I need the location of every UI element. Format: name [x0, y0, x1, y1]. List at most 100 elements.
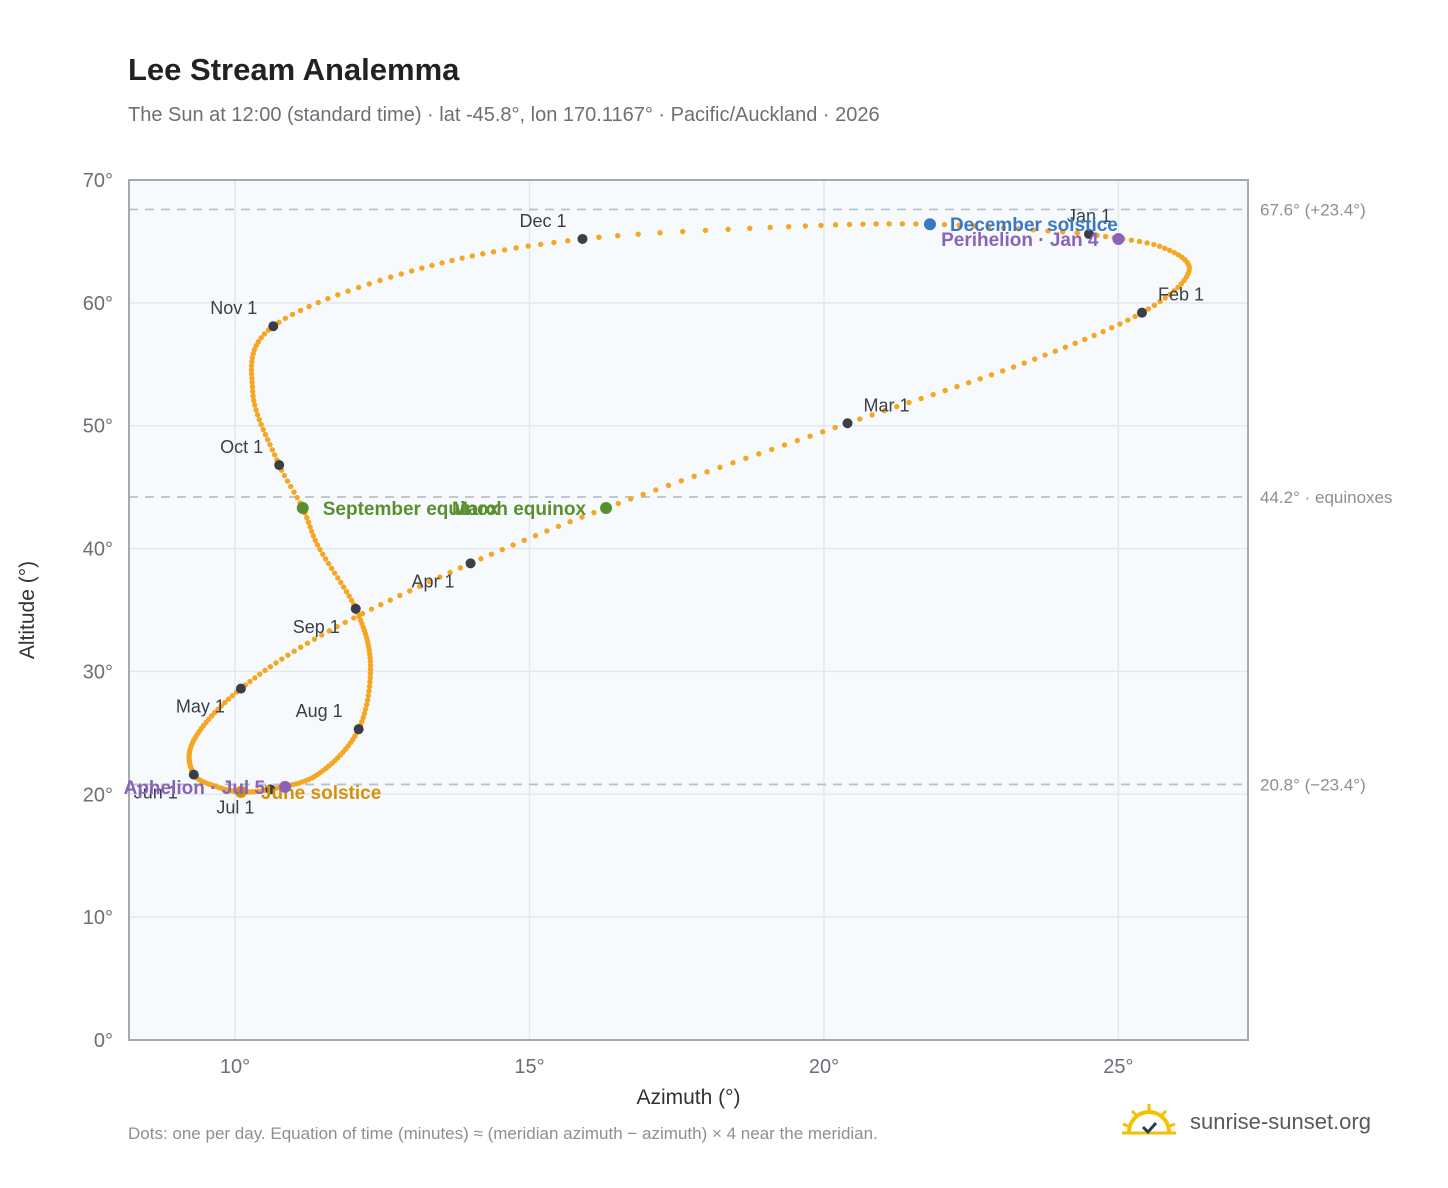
daily-dot [249, 379, 255, 386]
daily-dot [335, 575, 341, 581]
event-marker-label: June solstice [261, 783, 381, 804]
reference-line-label: 44.2° · equinoxes [1260, 488, 1393, 507]
daily-dot [387, 597, 393, 603]
daily-dot [253, 342, 259, 349]
daily-dot [615, 500, 621, 507]
daily-dot [331, 570, 338, 576]
daily-dot [985, 224, 992, 230]
daily-dot [326, 628, 332, 634]
daily-dot [288, 483, 294, 490]
event-marker-dot [296, 502, 309, 515]
y-tick-label: 30° [83, 661, 113, 683]
event-marker-label: September equinox [323, 499, 500, 520]
daily-dot [398, 271, 404, 277]
daily-dot [1082, 336, 1088, 343]
daily-dot [1015, 226, 1022, 232]
y-tick-label: 20° [83, 784, 113, 806]
daily-dot [1167, 247, 1173, 254]
daily-dot [665, 482, 672, 489]
month-marker-dot [268, 321, 279, 332]
daily-dot [429, 262, 435, 269]
month-marker-dot [577, 233, 588, 244]
daily-dot [1091, 332, 1097, 339]
daily-dots [186, 221, 1193, 795]
daily-dot [1074, 230, 1080, 236]
daily-dot [653, 487, 659, 493]
event-marker-dot [279, 780, 292, 793]
daily-dot [335, 292, 341, 298]
daily-dot [678, 478, 684, 484]
daily-dot [225, 696, 232, 702]
daily-dot [579, 514, 585, 520]
daily-dot [229, 692, 236, 699]
daily-dot [1100, 328, 1106, 335]
brand-logo[interactable]: sunrise-sunset.org [1120, 1102, 1371, 1142]
daily-dot [1162, 295, 1168, 301]
daily-dot [346, 593, 352, 599]
event-marker-dot [1112, 232, 1125, 245]
daily-dot [322, 556, 329, 562]
month-marker-label: Jul 1 [216, 797, 254, 817]
daily-dot [252, 675, 258, 681]
daily-dot [397, 592, 403, 599]
month-marker-dot [1083, 229, 1094, 240]
daily-dot [407, 588, 413, 594]
x-tick-label: 25° [1103, 1056, 1133, 1078]
daily-dot [743, 455, 749, 462]
daily-dot [1094, 232, 1100, 239]
daily-dot [873, 221, 879, 227]
daily-dot [1151, 302, 1158, 309]
daily-dot [544, 528, 550, 534]
daily-dot [1178, 281, 1185, 287]
daily-dot [785, 223, 792, 230]
month-marker-dot [188, 769, 199, 780]
daily-dot [342, 619, 348, 626]
daily-dot [297, 307, 304, 314]
daily-dot [367, 679, 373, 685]
daily-dot [657, 230, 663, 236]
daily-dot [269, 447, 276, 453]
daily-dot [1000, 225, 1007, 231]
daily-dot [218, 703, 224, 709]
daily-dot [351, 615, 357, 621]
daily-dot [1059, 229, 1066, 235]
daily-dot [340, 584, 347, 590]
daily-dot [1010, 364, 1017, 370]
daily-dot [439, 260, 445, 266]
y-tick-label: 60° [83, 293, 113, 315]
daily-dot [249, 384, 256, 390]
daily-dot [366, 688, 372, 694]
daily-dot [378, 601, 384, 608]
daily-dot [248, 371, 255, 377]
daily-dot [289, 311, 296, 318]
daily-dot [488, 551, 495, 557]
daily-dot [366, 281, 372, 287]
daily-dot [362, 706, 369, 712]
daily-dot [377, 277, 383, 284]
daily-dot [747, 225, 753, 232]
sun-check-icon [1122, 1104, 1176, 1135]
daily-dot [267, 441, 273, 448]
chart-footnote: Dots: one per day. Equation of time (min… [128, 1124, 878, 1143]
daily-dot [794, 437, 801, 444]
month-marker-dot [350, 603, 361, 614]
daily-dot [954, 383, 960, 390]
daily-dot [345, 288, 351, 294]
daily-dot [555, 523, 562, 530]
daily-dot [565, 238, 571, 244]
daily-dot [427, 578, 433, 585]
month-marker-dot [1136, 307, 1147, 318]
daily-dot [1052, 348, 1058, 354]
month-marker-dot [235, 683, 246, 694]
daily-dot [480, 251, 486, 257]
daily-dot [249, 358, 255, 365]
daily-dot [899, 221, 906, 227]
daily-dot [832, 222, 839, 228]
daily-dot [1117, 321, 1123, 327]
daily-dot [305, 519, 312, 526]
daily-dot [501, 247, 508, 253]
month-marker-label: Apr 1 [412, 571, 455, 591]
daily-dot [730, 460, 736, 466]
month-marker-label: Sep 1 [293, 617, 340, 637]
y-axis-title: Altitude (°) [16, 561, 39, 659]
